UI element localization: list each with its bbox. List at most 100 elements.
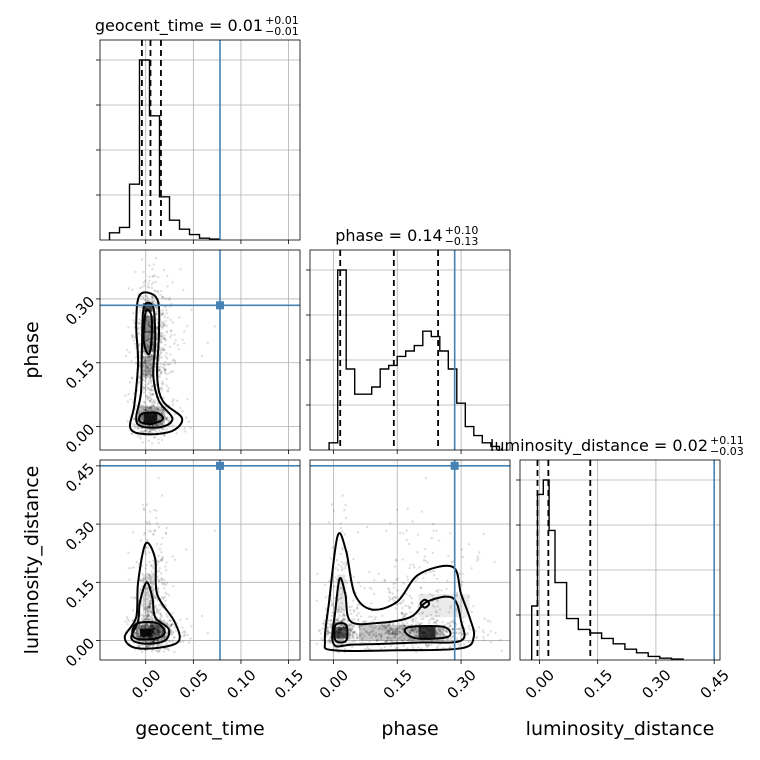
sample-point [130,566,133,570]
sample-point [146,335,149,339]
sample-point [147,321,151,324]
sample-point [147,626,150,629]
sample-point [486,619,489,622]
sample-point [399,602,402,605]
sample-point [158,368,161,371]
sample-point [130,596,133,599]
sample-point [155,306,158,309]
sample-point [153,627,156,630]
sample-point [149,377,152,380]
sample-point [160,365,163,368]
sample-point [136,328,140,331]
sample-point [165,372,168,375]
sample-point [152,628,155,631]
sample-point [144,640,147,643]
sample-point [139,405,142,408]
grid-luminosity_distance-luminosity_distance [520,460,720,660]
sample-point [151,629,154,632]
sample-point [149,625,153,628]
sample-point [167,387,170,390]
sample-point [130,433,133,436]
sample-point [155,318,159,322]
sample-point [142,350,145,354]
sample-point [145,644,148,647]
sample-point [147,395,151,399]
sample-point [158,560,161,563]
sample-point [160,334,163,338]
y-tick-label-luminosity_distance: 0.15 [62,576,98,612]
sample-point [141,636,145,639]
sample-point [144,623,147,626]
sample-point [432,574,436,577]
sample-point [164,418,168,421]
sample-point [374,615,377,618]
sample-point [156,629,159,632]
sample-point [482,636,485,639]
sample-point [159,332,163,335]
sample-point [340,569,344,572]
sample-point [173,359,177,363]
sample-point [159,373,162,376]
sample-point [416,621,419,624]
sample-point [158,630,162,633]
sample-point [161,332,164,335]
sample-point [147,356,150,359]
sample-point [412,646,415,649]
sample-point [155,607,158,610]
sample-point [158,604,161,607]
sample-point [158,629,161,632]
sample-point [160,558,163,561]
sample-point [136,435,140,439]
sample-point [183,342,186,345]
sample-point [393,565,397,568]
sample-point [158,628,161,631]
sample-point [171,555,174,558]
sample-point [149,407,152,410]
sample-point [142,508,146,511]
sample-point [139,643,142,647]
sample-point [163,337,166,341]
sample-point [159,559,162,562]
sample-point [142,355,145,359]
sample-point [144,364,147,368]
sample-point [152,628,155,631]
sample-point [134,632,138,635]
sample-point [411,602,414,605]
sample-point [161,427,164,430]
sample-point [156,631,159,635]
sample-point [147,439,150,442]
sample-point [127,619,130,623]
sample-point [147,387,150,390]
sample-point [148,430,151,433]
sample-point [179,640,182,644]
sample-point [160,335,163,338]
sample-point [343,508,346,512]
sample-point [147,636,151,639]
sample-point [162,396,165,400]
sample-point [152,401,155,404]
sample-point [133,426,137,429]
sample-point [150,398,154,401]
sample-point [150,355,153,358]
sample-point [164,416,167,420]
sample-point [157,441,160,445]
sample-point [148,560,151,564]
sample-point [137,562,141,565]
sample-point [446,579,449,582]
sample-point [152,635,156,639]
sample-point [165,561,168,564]
sample-point [161,348,164,351]
sample-point [149,530,152,533]
sample-point [157,588,160,591]
sample-point [428,619,431,622]
sample-point [146,597,149,601]
sample-point [160,408,164,412]
sample-point [143,625,146,628]
sample-point [143,352,146,355]
sample-point [179,268,182,271]
sample-point [142,351,145,354]
sample-point [131,531,135,534]
sample-point [156,408,159,411]
sample-point [163,315,167,318]
sample-point [164,405,168,409]
